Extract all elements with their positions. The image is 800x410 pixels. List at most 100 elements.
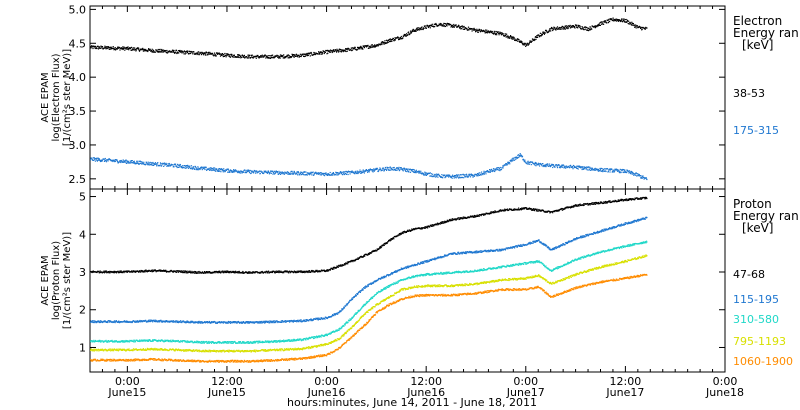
data-point: [309, 173, 311, 175]
data-point: [553, 26, 555, 28]
data-point: [313, 51, 315, 54]
data-point: [308, 174, 311, 176]
data-point: [534, 39, 536, 41]
data-point: [103, 160, 106, 162]
data-point: [101, 272, 104, 274]
data-point: [241, 272, 243, 274]
data-point: [158, 270, 160, 272]
data-point: [194, 270, 196, 273]
data-point: [188, 166, 191, 168]
data-point: [417, 27, 419, 29]
data-point: [493, 32, 495, 34]
data-point: [327, 270, 329, 272]
data-point: [253, 171, 255, 173]
data-point: [248, 55, 250, 58]
data-point: [252, 272, 254, 274]
data-point: [502, 209, 504, 211]
data-point: [458, 26, 460, 28]
data-point: [490, 170, 492, 172]
data-point: [570, 207, 572, 209]
data-point: [591, 28, 593, 30]
data-point: [376, 168, 379, 170]
data-point: [474, 29, 476, 31]
data-point: [112, 271, 114, 273]
data-point: [244, 169, 246, 171]
data-point: [356, 49, 358, 51]
data-point: [520, 41, 522, 43]
data-point: [167, 165, 169, 167]
data-point: [639, 197, 641, 199]
data-point: [216, 52, 218, 55]
data-point: [601, 23, 603, 25]
data-point: [399, 233, 401, 235]
data-point: [614, 200, 616, 202]
data-point: [172, 320, 174, 322]
data-point: [393, 238, 395, 240]
data-point: [446, 220, 448, 222]
data-point: [436, 174, 439, 176]
data-point: [619, 170, 621, 172]
data-point: [549, 28, 551, 30]
data-point: [124, 161, 126, 163]
data-point: [339, 48, 341, 50]
data-point: [549, 30, 551, 32]
data-point: [375, 45, 377, 47]
data-point: [628, 23, 630, 25]
data-point: [463, 25, 465, 28]
data-point: [379, 246, 381, 248]
data-point: [185, 165, 187, 167]
data-point: [219, 270, 221, 272]
data-point: [378, 247, 381, 249]
data-point: [551, 163, 553, 165]
data-point: [357, 257, 359, 259]
data-point: [97, 48, 100, 50]
data-point: [226, 271, 228, 273]
data-point: [511, 159, 513, 161]
data-point: [189, 165, 191, 167]
data-point: [440, 176, 442, 178]
data-point: [202, 167, 204, 169]
data-point: [323, 174, 325, 176]
data-point: [306, 53, 308, 55]
data-point: [117, 270, 119, 272]
data-point: [276, 271, 278, 273]
data-point: [354, 171, 356, 173]
data-point: [415, 29, 417, 31]
data-point: [361, 256, 363, 258]
data-point: [637, 198, 639, 200]
data-point: [264, 54, 266, 56]
data-point: [119, 272, 121, 274]
data-point: [461, 218, 463, 220]
data-point: [169, 164, 171, 166]
data-point: [261, 171, 263, 173]
data-point: [275, 172, 277, 174]
data-point: [247, 272, 249, 274]
data-point: [483, 172, 485, 174]
data-point: [454, 175, 456, 177]
data-point: [446, 25, 448, 27]
data-point: [613, 171, 615, 173]
data-point: [287, 55, 289, 57]
data-point: [467, 217, 469, 219]
data-point: [199, 168, 201, 170]
data-point: [420, 28, 422, 31]
data-point: [606, 22, 608, 24]
data-point: [388, 39, 390, 42]
data-point: [123, 47, 125, 49]
data-point: [320, 51, 322, 53]
data-point: [465, 173, 468, 175]
data-point: [357, 172, 359, 175]
data-point: [216, 53, 218, 55]
data-point: [332, 174, 334, 176]
data-point: [127, 160, 129, 162]
data-point: [367, 44, 369, 46]
data-point: [192, 271, 195, 273]
data-point: [372, 169, 374, 171]
data-point: [640, 175, 642, 177]
data-point: [457, 25, 459, 28]
data-point: [403, 35, 405, 37]
data-point: [315, 269, 317, 271]
data-point: [305, 171, 307, 173]
data-point: [96, 159, 98, 161]
